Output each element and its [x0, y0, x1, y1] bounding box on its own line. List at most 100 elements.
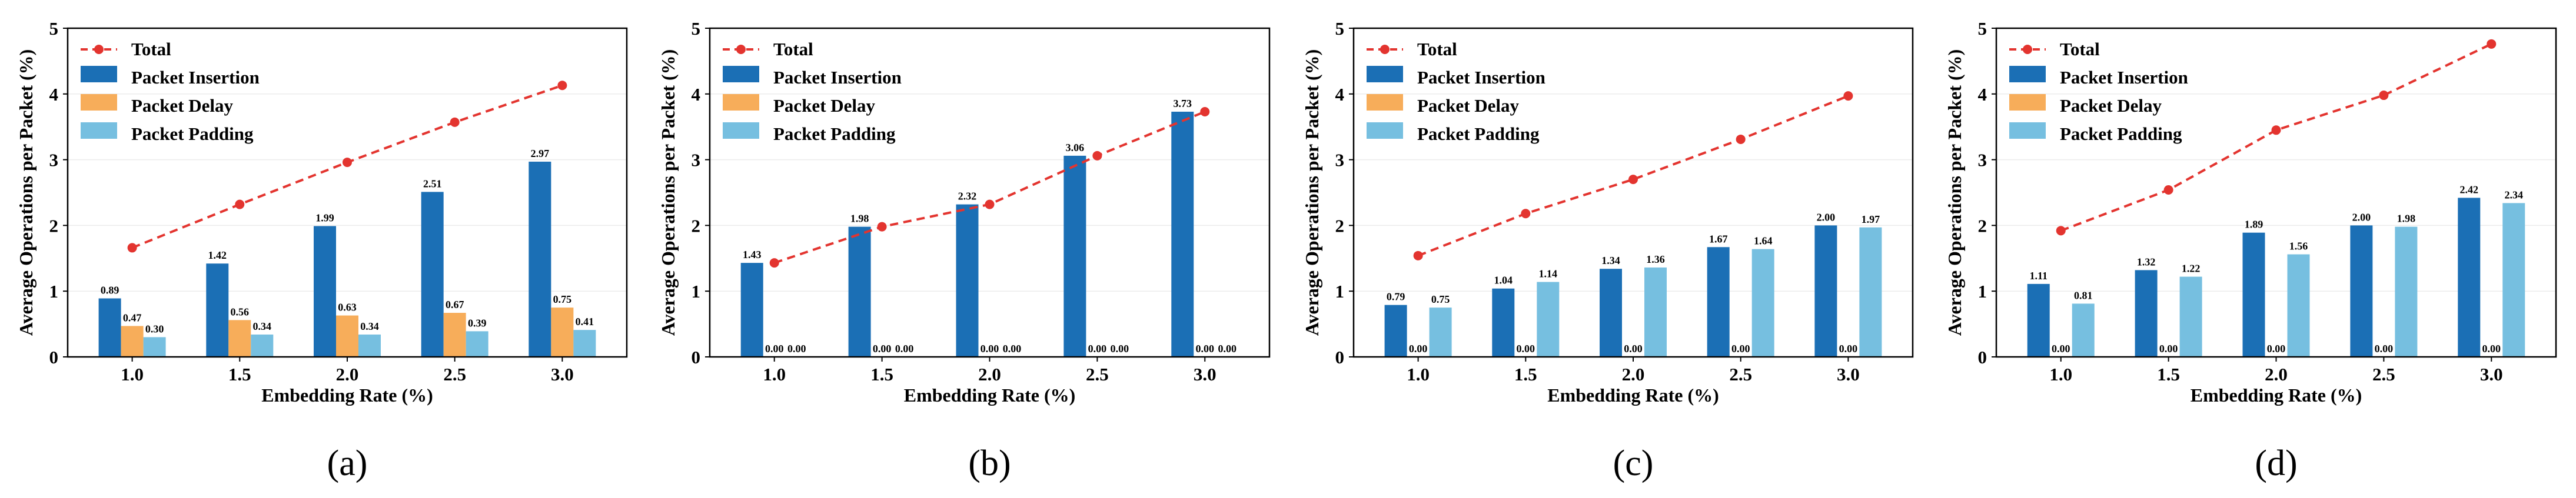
x-tick-label: 1.0: [2049, 364, 2072, 385]
bar-delay-1.5: [228, 320, 251, 357]
x-tick-label: 2.5: [1729, 364, 1752, 385]
bar-insertion-2.5: [1707, 247, 1730, 357]
legend-insertion-label: Packet Insertion: [1417, 67, 1545, 88]
data-label-insertion: 0.89: [101, 284, 119, 296]
data-label-delay: 0.00: [1731, 343, 1750, 355]
data-label-insertion: 0.79: [1387, 291, 1405, 303]
data-label-insertion: 3.73: [1174, 98, 1192, 109]
legend-insertion-label: Packet Insertion: [131, 67, 260, 88]
x-tick-label: 3.0: [1837, 364, 1860, 385]
total-point-3.0: [2487, 39, 2497, 49]
bar-delay-2.5: [443, 313, 466, 357]
data-label-insertion: 2.00: [2352, 211, 2371, 223]
data-label-padding: 0.30: [145, 323, 164, 335]
legend-total-label: Total: [2060, 39, 2100, 59]
data-label-padding: 0.00: [1111, 343, 1129, 355]
legend-padding-label: Packet Padding: [1417, 123, 1540, 144]
y-tick-label: 2: [1335, 215, 1345, 236]
y-tick-label: 4: [1335, 84, 1345, 105]
bar-padding-2.0: [1644, 267, 1667, 357]
data-label-padding: 0.34: [360, 320, 379, 332]
bar-padding-1.5: [2179, 276, 2202, 357]
legend-padding-swatch: [2009, 122, 2046, 139]
x-tick-label: 2.0: [2265, 364, 2288, 385]
legend-padding-label: Packet Padding: [131, 123, 254, 144]
bar-delay-2.0: [336, 315, 358, 357]
y-tick-label: 1: [1978, 281, 1987, 302]
total-point-2.0: [985, 199, 995, 209]
legend-padding-label: Packet Padding: [2060, 123, 2182, 144]
data-label-delay: 0.00: [1624, 343, 1643, 355]
bar-padding-3.0: [1859, 227, 1882, 357]
data-label-delay: 0.00: [765, 343, 784, 355]
data-label-delay: 0.00: [2159, 343, 2178, 355]
y-tick-label: 5: [1978, 18, 1987, 39]
data-label-padding: 0.00: [895, 343, 914, 355]
legend-delay-label: Packet Delay: [2060, 95, 2162, 116]
x-tick-label: 1.5: [1514, 364, 1537, 385]
data-label-delay: 0.67: [446, 299, 464, 310]
x-axis-label: Embedding Rate (%): [904, 385, 1076, 406]
data-label-delay: 0.47: [123, 312, 142, 323]
total-point-2.5: [1736, 134, 1746, 144]
x-tick-label: 3.0: [551, 364, 574, 385]
data-label-insertion: 2.97: [531, 148, 550, 159]
data-label-delay: 0.00: [873, 343, 892, 355]
data-label-insertion: 3.06: [1066, 142, 1085, 153]
x-axis-label: Embedding Rate (%): [1547, 385, 1719, 406]
data-label-padding: 0.75: [1431, 293, 1450, 305]
legend-insertion-swatch: [1367, 66, 1403, 82]
y-axis-label: Average Operations per Packet (%): [657, 49, 679, 336]
y-tick-label: 4: [49, 84, 59, 105]
total-point-1.0: [769, 258, 779, 268]
data-label-delay: 0.00: [2482, 343, 2501, 355]
y-tick-label: 4: [692, 84, 701, 105]
y-tick-label: 1: [692, 281, 701, 302]
data-label-padding: 1.14: [1539, 268, 1558, 280]
total-point-3.0: [1843, 91, 1853, 101]
total-point-3.0: [1200, 106, 1210, 116]
y-tick-label: 3: [1978, 150, 1987, 171]
x-tick-label: 1.5: [228, 364, 251, 385]
data-label-delay: 0.00: [2052, 343, 2070, 355]
chart-panel-4: 1.111.321.892.002.420.00 0.00 0.00 0.00 0.00…: [1944, 18, 2557, 483]
bar-padding-3.0: [2502, 203, 2525, 357]
data-label-padding: 0.34: [253, 320, 272, 332]
bar-padding-2.5: [2395, 226, 2418, 357]
legend-insertion-swatch: [2009, 66, 2046, 82]
legend-insertion-label: Packet Insertion: [2060, 67, 2188, 88]
data-label-insertion: 2.32: [958, 190, 977, 202]
x-tick-label: 1.0: [121, 364, 144, 385]
legend-delay-label: Packet Delay: [131, 95, 234, 116]
x-tick-label: 1.5: [2157, 364, 2180, 385]
bar-padding-3.0: [573, 330, 596, 357]
bar-padding-2.5: [466, 331, 488, 357]
y-tick-label: 5: [49, 18, 59, 39]
legend-total-label: Total: [1417, 39, 1457, 59]
y-tick-label: 0: [49, 347, 59, 367]
data-label-padding: 1.97: [1862, 213, 1880, 225]
bar-padding-2.5: [1751, 249, 1774, 357]
data-label-delay: 0.63: [338, 302, 357, 313]
data-label-insertion: 1.89: [2245, 219, 2263, 230]
bar-insertion-1.0: [740, 263, 763, 357]
data-label-padding: 1.56: [2289, 240, 2308, 252]
bar-insertion-2.0: [1600, 269, 1622, 357]
bar-insertion-3.0: [2458, 198, 2481, 357]
total-point-2.0: [343, 158, 352, 168]
y-tick-label: 1: [49, 281, 59, 302]
data-label-delay: 0.00: [2375, 343, 2394, 355]
y-tick-label: 0: [1335, 347, 1345, 367]
data-label-padding: 1.64: [1754, 235, 1773, 247]
bar-delay-3.0: [551, 308, 574, 357]
y-tick-label: 3: [1335, 150, 1345, 171]
total-point-1.0: [127, 243, 137, 253]
panel-label: (b): [968, 443, 1011, 483]
bar-insertion-1.5: [1492, 288, 1515, 357]
x-tick-label: 2.0: [1622, 364, 1645, 385]
data-label-padding: 0.41: [576, 316, 594, 327]
data-label-padding: 1.98: [2397, 213, 2416, 225]
x-tick-label: 1.0: [1407, 364, 1430, 385]
bar-insertion-2.0: [2242, 232, 2265, 357]
